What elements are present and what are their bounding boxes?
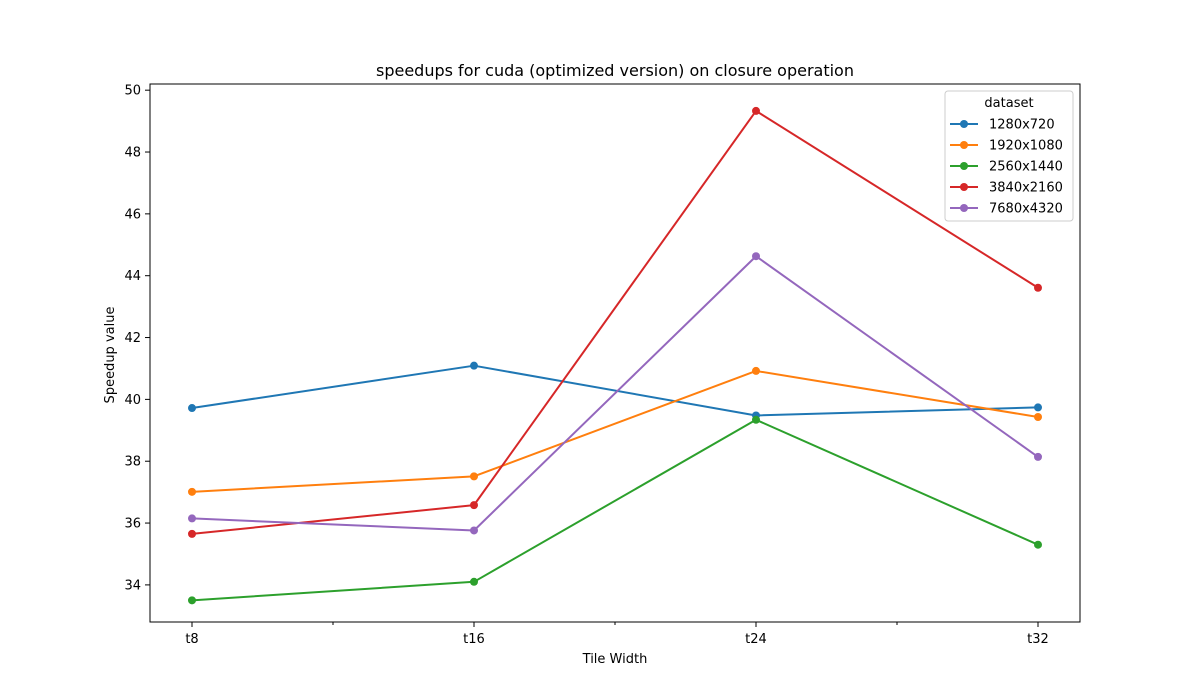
y-tick-label: 46 [124, 207, 141, 222]
legend-swatch-marker [960, 120, 968, 128]
data-point [752, 106, 760, 115]
x-axis: t8 t16 t24 t32 [185, 622, 1049, 647]
data-point [1034, 283, 1042, 292]
plot-frame [149, 83, 1081, 623]
y-tick-label: 48 [124, 146, 141, 161]
y-tick-label: 40 [124, 393, 141, 408]
data-point [1034, 452, 1042, 461]
y-tick-label: 36 [124, 517, 141, 532]
data-point [470, 472, 478, 481]
y-tick-label: 50 [124, 84, 141, 99]
legend-label: 1920x1080 [989, 139, 1063, 154]
legend-label: 2560x1440 [989, 160, 1063, 175]
chart-title: speedups for cuda (optimized version) on… [376, 61, 854, 80]
x-tick-label: t8 [185, 632, 198, 647]
data-point [1034, 403, 1042, 412]
data-point [470, 361, 478, 370]
data-point [752, 366, 760, 375]
data-point [188, 514, 196, 523]
series-7680x4320 [188, 252, 1042, 535]
legend-entry: 1280x720 [950, 118, 1055, 133]
series-line [191, 418, 1039, 602]
series-1280x720 [188, 361, 1042, 420]
legend-swatch-marker [960, 204, 968, 212]
y-axis-label: Speedup value [103, 307, 118, 404]
legend-entry: 2560x1440 [950, 160, 1063, 175]
data-point [752, 252, 760, 261]
data-point [188, 487, 196, 496]
x-tick-label: t32 [1027, 632, 1049, 647]
series-layer [188, 106, 1042, 605]
data-point [752, 415, 760, 424]
data-point [188, 529, 196, 538]
data-point [1034, 540, 1042, 549]
legend-entry: 7680x4320 [950, 202, 1063, 217]
series-1920x1080 [188, 366, 1042, 496]
data-point [188, 596, 196, 605]
y-tick-label: 42 [124, 331, 141, 346]
legend: dataset 1280x720 1920x1080 2560x1440 3840x21… [944, 90, 1074, 222]
series-line [191, 369, 1039, 493]
legend-title: dataset [984, 96, 1033, 111]
y-tick-label: 34 [124, 578, 141, 593]
x-tick-label: t16 [463, 632, 485, 647]
legend-label: 1280x720 [989, 118, 1055, 133]
y-tick-label: 38 [124, 455, 141, 470]
x-tick-label: t24 [745, 632, 767, 647]
x-axis-label: Tile Width [582, 652, 648, 667]
series-2560x1440 [188, 415, 1042, 605]
legend-swatch-marker [960, 183, 968, 191]
legend-swatch-marker [960, 162, 968, 170]
data-point [188, 404, 196, 413]
data-point [1034, 413, 1042, 422]
plot-area [149, 83, 1081, 623]
series-line [191, 109, 1039, 535]
y-tick-label: 44 [124, 269, 141, 284]
y-axis: 34 36 38 40 42 44 46 48 50 [124, 84, 150, 593]
data-point [470, 577, 478, 586]
data-point [470, 526, 478, 535]
series-3840x2160 [188, 106, 1042, 538]
series-line [191, 255, 1039, 532]
legend-entry: 1920x1080 [950, 139, 1063, 154]
legend-swatch-marker [960, 141, 968, 149]
data-point [470, 501, 478, 510]
legend-entry: 3840x2160 [950, 181, 1063, 196]
series-line [191, 364, 1039, 417]
legend-label: 7680x4320 [989, 202, 1063, 217]
legend-label: 3840x2160 [989, 181, 1063, 196]
